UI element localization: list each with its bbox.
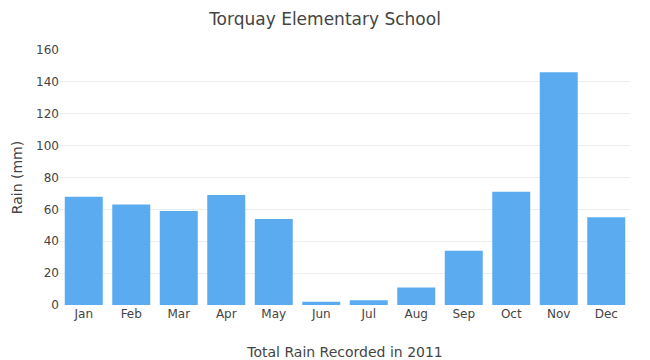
svg-text:Total Rain Recorded in 2011: Total Rain Recorded in 2011 (246, 344, 443, 360)
svg-text:Mar: Mar (167, 307, 190, 321)
svg-text:Jan: Jan (74, 307, 94, 321)
svg-text:80: 80 (44, 171, 59, 185)
svg-text:May: May (261, 307, 286, 321)
svg-text:60: 60 (44, 203, 59, 217)
svg-text:120: 120 (36, 107, 59, 121)
svg-text:Jul: Jul (361, 307, 376, 321)
svg-text:Apr: Apr (216, 307, 237, 321)
svg-text:160: 160 (36, 43, 59, 57)
svg-text:Jun: Jun (311, 307, 331, 321)
svg-text:140: 140 (36, 75, 59, 89)
svg-text:Aug: Aug (405, 307, 428, 321)
svg-text:40: 40 (44, 234, 59, 248)
svg-text:0: 0 (51, 298, 59, 312)
svg-text:Sep: Sep (452, 307, 475, 321)
svg-text:Rain (mm): Rain (mm) (9, 141, 25, 214)
svg-text:100: 100 (36, 139, 59, 153)
svg-text:Oct: Oct (501, 307, 522, 321)
svg-text:Feb: Feb (121, 307, 142, 321)
svg-text:Torquay Elementary School: Torquay Elementary School (208, 9, 441, 29)
svg-text:20: 20 (44, 266, 59, 280)
svg-text:Nov: Nov (547, 307, 570, 321)
svg-text:Dec: Dec (595, 307, 618, 321)
